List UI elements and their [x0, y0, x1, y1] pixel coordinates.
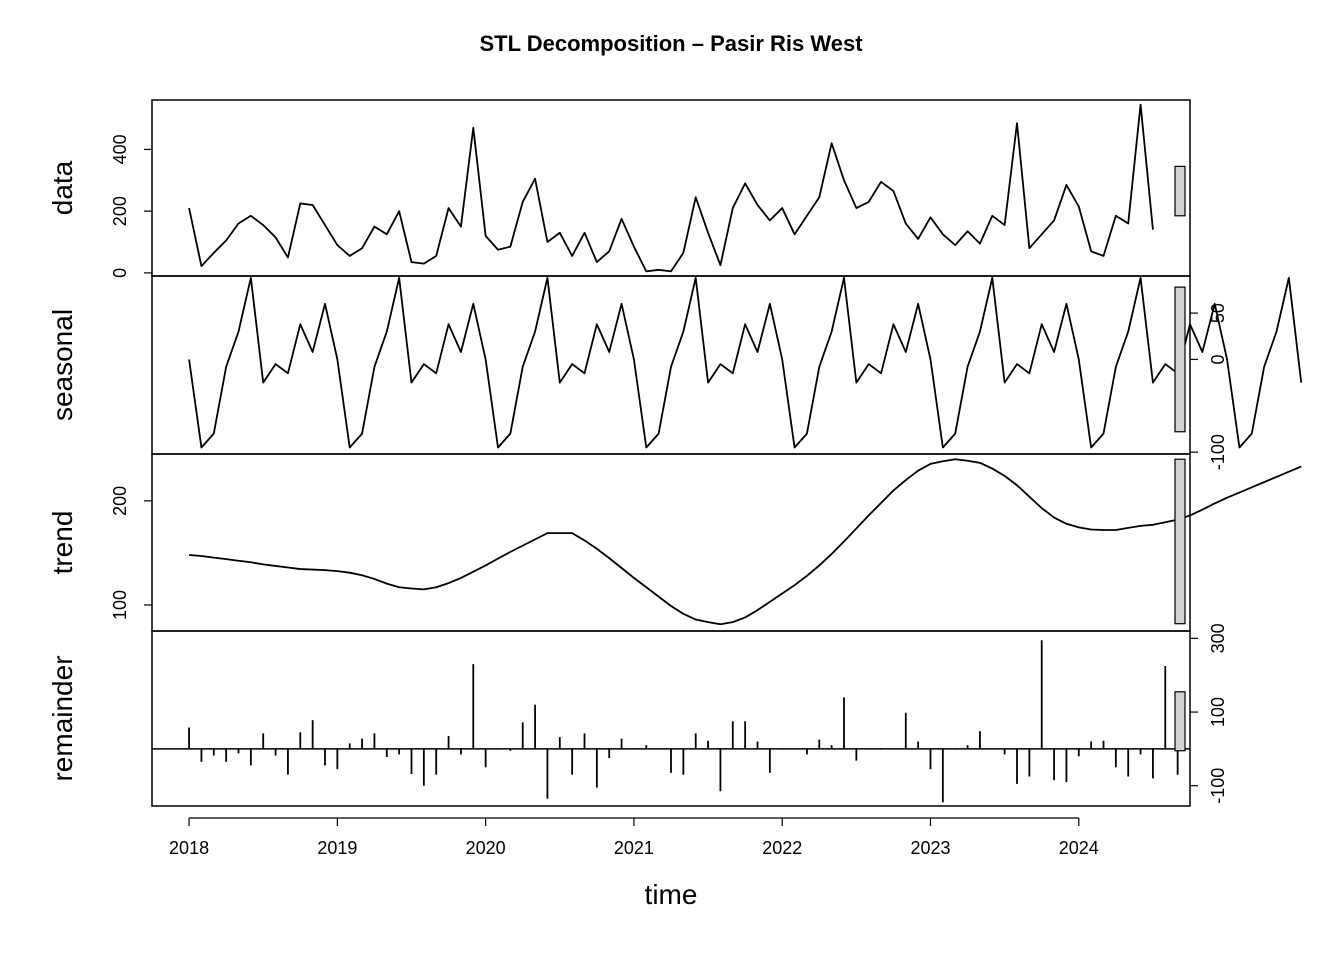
x-tick-label: 2019 [317, 838, 357, 858]
range-bar-data [1174, 165, 1186, 217]
panel-remainder: -100 100 300 remainder [47, 623, 1228, 807]
panel-label-seasonal: seasonal [47, 309, 78, 421]
chart-title: STL Decomposition – Pasir Ris West [479, 31, 863, 56]
x-tick-label: 2022 [762, 838, 802, 858]
range-bar-remainder [1174, 691, 1186, 752]
y-tick-label-seasonal: -100 [1208, 434, 1228, 470]
panel-label-remainder: remainder [47, 655, 78, 781]
series-line-data [188, 103, 1154, 273]
y-tick-label-remainder: 100 [1208, 697, 1228, 727]
y-tick-label-data: 200 [110, 196, 130, 226]
x-tick-label: 2024 [1059, 838, 1099, 858]
y-tick-label-seasonal: 0 [1208, 354, 1228, 364]
panel-label-trend: trend [47, 511, 78, 575]
panels-group: 0 200 400 data -100 0 50 seasonal 100 200 trend -10… [47, 99, 1303, 807]
x-axis-label: time [645, 879, 698, 910]
y-tick-label-remainder: 300 [1208, 623, 1228, 653]
range-bar-trend [1174, 458, 1186, 625]
x-tick-label: 2020 [466, 838, 506, 858]
series-line-trend [188, 458, 1302, 626]
y-tick-label-trend: 200 [110, 486, 130, 516]
y-tick-label-seasonal: 50 [1208, 303, 1228, 323]
range-bar-seasonal [1174, 286, 1186, 433]
x-axis: 2018 2019 2020 2021 2022 2023 2024 [169, 817, 1099, 858]
x-tick-label: 2021 [614, 838, 654, 858]
panel-label-data: data [47, 160, 78, 215]
y-tick-label-data: 0 [110, 268, 130, 278]
x-tick-label: 2023 [910, 838, 950, 858]
x-tick-label: 2018 [169, 838, 209, 858]
panel-frame-remainder [151, 630, 1191, 807]
y-tick-label-data: 400 [110, 134, 130, 164]
y-tick-label-trend: 100 [110, 590, 130, 620]
y-tick-label-remainder: -100 [1208, 768, 1228, 804]
series-line-seasonal [188, 276, 1303, 449]
